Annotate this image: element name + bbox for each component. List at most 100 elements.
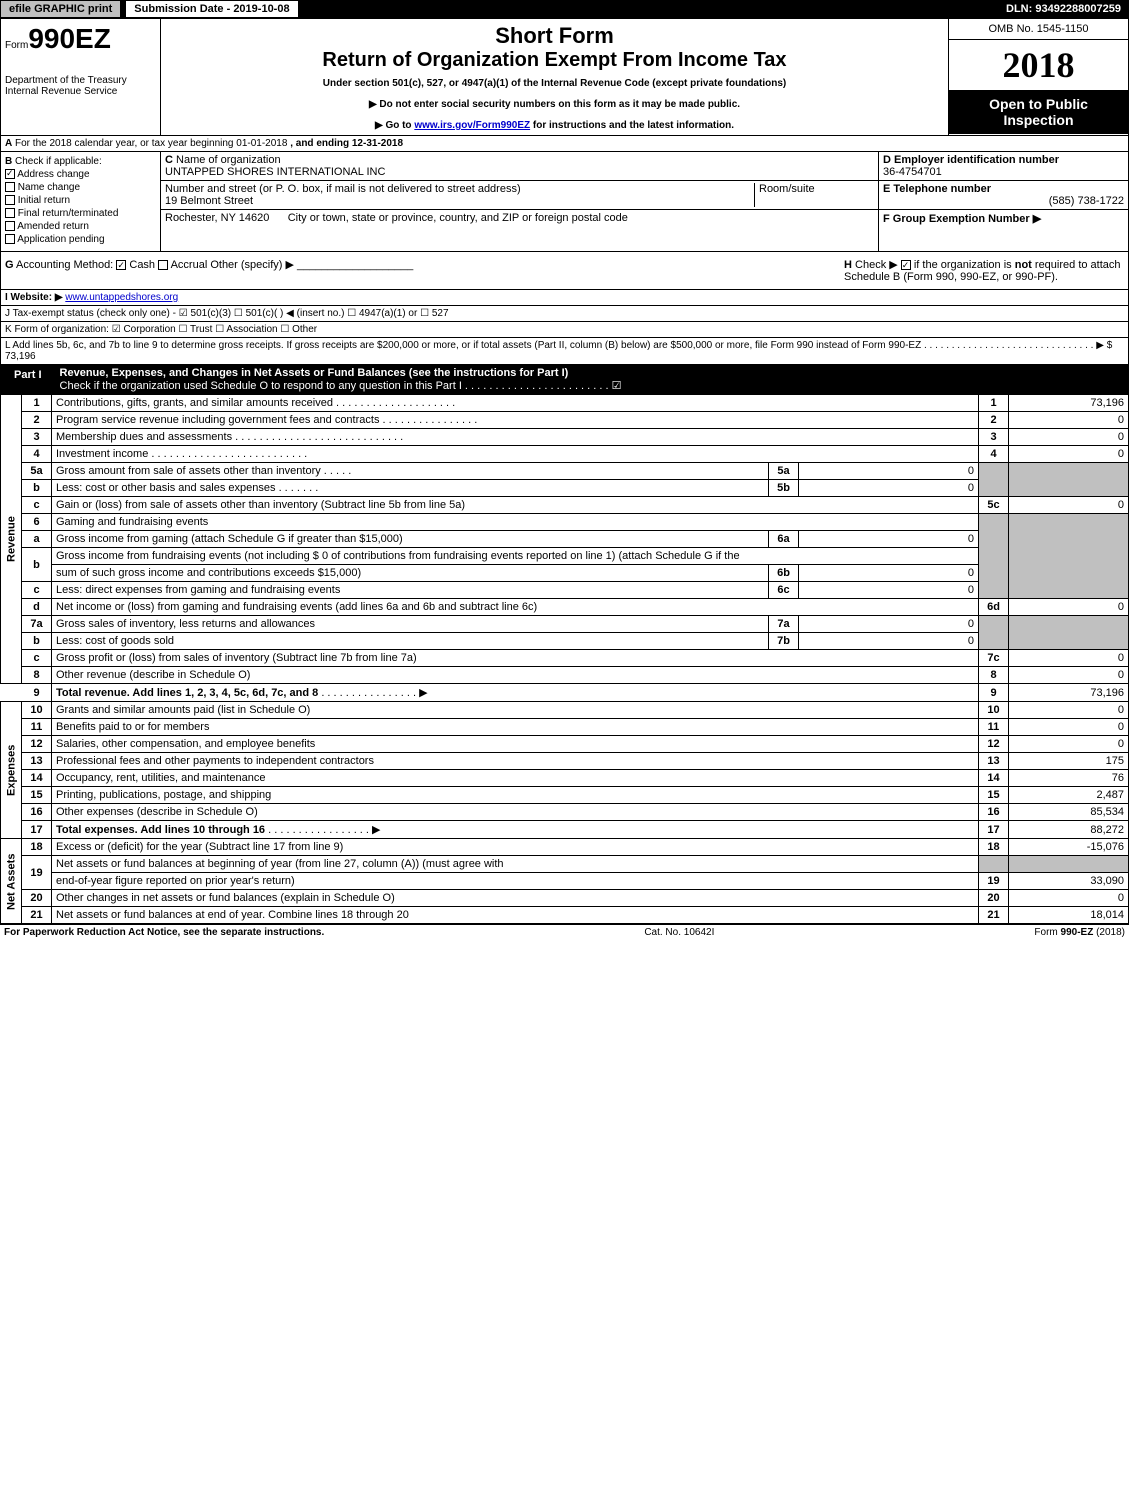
line-5b-desc: Less: cost or other basis and sales expe… xyxy=(52,480,769,497)
h-not: not xyxy=(1015,259,1032,271)
final-return-label: Final return/terminated xyxy=(18,208,119,219)
line-2-box: 2 xyxy=(979,412,1009,429)
website-link[interactable]: www.untappedshores.org xyxy=(65,292,178,303)
line-13-no: 13 xyxy=(22,753,52,770)
goto-suffix: for instructions and the latest informat… xyxy=(530,120,734,131)
line-19-desc2: end-of-year figure reported on prior yea… xyxy=(52,873,979,890)
section-i: I Website: ▶ www.untappedshores.org xyxy=(0,290,1129,306)
checkbox-cash[interactable] xyxy=(116,260,126,270)
irs-label: Internal Revenue Service xyxy=(5,86,156,97)
gray-19-val xyxy=(1009,856,1129,873)
phone-value: (585) 738-1722 xyxy=(883,195,1124,207)
line-7a-subval: 0 xyxy=(799,616,979,633)
line-13-box: 13 xyxy=(979,753,1009,770)
line-6b-desc2: sum of such gross income and contributio… xyxy=(52,565,769,582)
line-5b-sub: 5b xyxy=(769,480,799,497)
line-2-val: 0 xyxy=(1009,412,1129,429)
section-h-label: H xyxy=(844,259,852,271)
line-4-no: 4 xyxy=(22,446,52,463)
line-21-val: 18,014 xyxy=(1009,907,1129,924)
line-16-desc: Other expenses (describe in Schedule O) xyxy=(52,804,979,821)
efile-print-button[interactable]: efile GRAPHIC print xyxy=(0,0,121,18)
line-1-box: 1 xyxy=(979,395,1009,412)
line-6a-no: a xyxy=(22,531,52,548)
checkbox-app-pending[interactable] xyxy=(5,234,15,244)
line-6d-val: 0 xyxy=(1009,599,1129,616)
line-8-desc: Other revenue (describe in Schedule O) xyxy=(52,667,979,684)
line-14-no: 14 xyxy=(22,770,52,787)
line-18-desc: Excess or (deficit) for the year (Subtra… xyxy=(52,839,979,856)
line-5a-sub: 5a xyxy=(769,463,799,480)
org-name: UNTAPPED SHORES INTERNATIONAL INC xyxy=(165,166,385,178)
footer: For Paperwork Reduction Act Notice, see … xyxy=(0,924,1129,940)
gray-6-val xyxy=(1009,514,1129,599)
top-bar: efile GRAPHIC print Submission Date - 20… xyxy=(0,0,1129,18)
return-title: Return of Organization Exempt From Incom… xyxy=(165,49,944,72)
line-5c-desc: Gain or (loss) from sale of assets other… xyxy=(52,497,979,514)
checkbox-amended-return[interactable] xyxy=(5,221,15,231)
part1-checkbox[interactable]: ☑ xyxy=(612,380,622,392)
checkbox-address-change[interactable] xyxy=(5,169,15,179)
accrual-label: Accrual xyxy=(171,259,208,271)
form-header: Form990EZ Department of the Treasury Int… xyxy=(0,18,1129,136)
top-bar-left: efile GRAPHIC print Submission Date - 20… xyxy=(0,0,299,18)
address-change-label: Address change xyxy=(17,169,89,180)
checkbox-name-change[interactable] xyxy=(5,182,15,192)
line-11-desc: Benefits paid to or for members xyxy=(52,719,979,736)
checkbox-h[interactable] xyxy=(901,260,911,270)
addr-label: Number and street (or P. O. box, if mail… xyxy=(165,183,521,195)
line-5a-desc: Gross amount from sale of assets other t… xyxy=(52,463,769,480)
city-value: Rochester, NY 14620 xyxy=(165,212,269,224)
street-address: 19 Belmont Street xyxy=(165,195,253,207)
goto-link[interactable]: www.irs.gov/Form990EZ xyxy=(414,120,530,131)
gray-5 xyxy=(979,463,1009,497)
check-if-label: Check if applicable: xyxy=(15,156,102,167)
line-3-box: 3 xyxy=(979,429,1009,446)
accounting-method-label: Accounting Method: xyxy=(16,259,113,271)
city-label: City or town, state or province, country… xyxy=(288,212,628,224)
line-7a-sub: 7a xyxy=(769,616,799,633)
line-6b-subval: 0 xyxy=(799,565,979,582)
cash-label: Cash xyxy=(129,259,155,271)
section-b-left: B Check if applicable: Address change Na… xyxy=(1,152,161,251)
line-8-box: 8 xyxy=(979,667,1009,684)
line-5b-subval: 0 xyxy=(799,480,979,497)
line-17-box: 17 xyxy=(979,821,1009,839)
line-4-box: 4 xyxy=(979,446,1009,463)
part1-header: Part I Revenue, Expenses, and Changes in… xyxy=(0,365,1129,394)
section-a-text: For the 2018 calendar year, or tax year … xyxy=(15,138,287,149)
line-5c-no: c xyxy=(22,497,52,514)
dln-number: DLN: 93492288007259 xyxy=(998,1,1129,17)
line-16-no: 16 xyxy=(22,804,52,821)
line-17-no: 17 xyxy=(22,821,52,839)
other-specify-label: Other (specify) ▶ xyxy=(210,259,294,271)
checkbox-initial-return[interactable] xyxy=(5,195,15,205)
tax-year: 2018 xyxy=(949,40,1128,90)
line-11-no: 11 xyxy=(22,719,52,736)
line-14-box: 14 xyxy=(979,770,1009,787)
checkbox-final-return[interactable] xyxy=(5,208,15,218)
section-g: G Accounting Method: Cash Accrual Other … xyxy=(0,252,1129,290)
line-5c-box: 5c xyxy=(979,497,1009,514)
footer-mid: Cat. No. 10642I xyxy=(644,927,714,938)
line-6c-desc: Less: direct expenses from gaming and fu… xyxy=(52,582,769,599)
line-20-val: 0 xyxy=(1009,890,1129,907)
line-10-val: 0 xyxy=(1009,702,1129,719)
line-7c-no: c xyxy=(22,650,52,667)
line-18-val: -15,076 xyxy=(1009,839,1129,856)
line-15-desc: Printing, publications, postage, and shi… xyxy=(52,787,979,804)
c-name-label: Name of organization xyxy=(176,154,281,166)
section-k: K Form of organization: ☑ Corporation ☐ … xyxy=(0,322,1129,338)
line-17-desc: Total expenses. Add lines 10 through 16 … xyxy=(52,821,979,839)
line-6a-subval: 0 xyxy=(799,531,979,548)
line-7c-desc: Gross profit or (loss) from sales of inv… xyxy=(52,650,979,667)
line-18-box: 18 xyxy=(979,839,1009,856)
line-12-no: 12 xyxy=(22,736,52,753)
h-check-label: Check ▶ xyxy=(855,259,898,271)
section-b: B Check if applicable: Address change Na… xyxy=(0,152,1129,252)
ssn-note: ▶ Do not enter social security numbers o… xyxy=(165,99,944,110)
omb-number: OMB No. 1545-1150 xyxy=(949,19,1128,40)
checkbox-accrual[interactable] xyxy=(158,260,168,270)
part1-check-text: Check if the organization used Schedule … xyxy=(60,380,609,392)
section-b-right: D Employer identification number 36-4754… xyxy=(878,152,1128,251)
